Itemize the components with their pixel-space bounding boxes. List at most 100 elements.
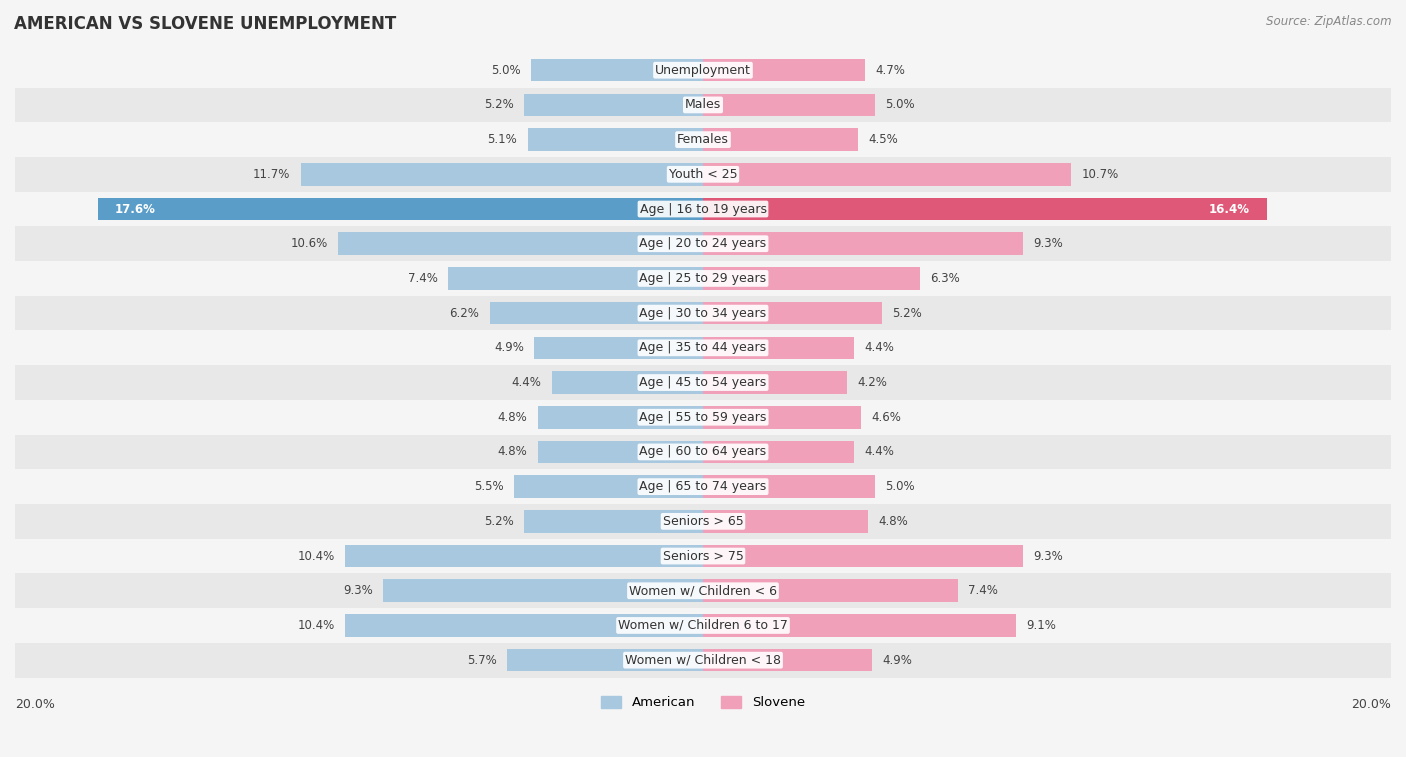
Text: Age | 20 to 24 years: Age | 20 to 24 years [640,237,766,251]
Text: 11.7%: 11.7% [253,168,290,181]
Bar [703,337,855,359]
Bar [346,545,703,567]
Bar [703,579,957,602]
Bar [703,545,1024,567]
Text: 5.1%: 5.1% [488,133,517,146]
Bar [15,331,1391,365]
Text: 20.0%: 20.0% [1351,699,1391,712]
Bar [524,94,703,116]
Bar [531,59,703,82]
Bar [703,302,882,325]
Bar [339,232,703,255]
Text: Males: Males [685,98,721,111]
Bar [15,296,1391,331]
Text: 4.7%: 4.7% [875,64,905,76]
Bar [449,267,703,290]
Bar [508,649,703,671]
Text: 5.2%: 5.2% [484,98,513,111]
Bar [703,94,875,116]
Text: 5.0%: 5.0% [491,64,520,76]
Text: 4.9%: 4.9% [882,653,911,667]
Bar [346,614,703,637]
Text: Seniors > 75: Seniors > 75 [662,550,744,562]
Bar [97,198,703,220]
Text: 6.2%: 6.2% [450,307,479,319]
Text: Age | 60 to 64 years: Age | 60 to 64 years [640,445,766,459]
Text: 5.0%: 5.0% [886,480,915,493]
Text: 17.6%: 17.6% [115,203,156,216]
Text: Youth < 25: Youth < 25 [669,168,737,181]
Bar [15,608,1391,643]
Bar [703,510,868,533]
Bar [703,129,858,151]
Text: 4.5%: 4.5% [868,133,898,146]
Text: 4.4%: 4.4% [865,341,894,354]
Bar [524,510,703,533]
Bar [703,441,855,463]
Text: 6.3%: 6.3% [929,272,960,285]
Text: Women w/ Children < 18: Women w/ Children < 18 [626,653,780,667]
Bar [15,123,1391,157]
Text: Source: ZipAtlas.com: Source: ZipAtlas.com [1267,15,1392,28]
Text: 4.8%: 4.8% [879,515,908,528]
Text: Age | 55 to 59 years: Age | 55 to 59 years [640,411,766,424]
Bar [703,371,848,394]
Text: 5.0%: 5.0% [886,98,915,111]
Text: 4.9%: 4.9% [495,341,524,354]
Text: 10.7%: 10.7% [1081,168,1119,181]
Bar [534,337,703,359]
Text: Seniors > 65: Seniors > 65 [662,515,744,528]
Text: 7.4%: 7.4% [408,272,439,285]
Bar [703,59,865,82]
Text: 9.3%: 9.3% [1033,550,1063,562]
Bar [703,267,920,290]
Bar [15,192,1391,226]
Bar [703,475,875,498]
Bar [538,441,703,463]
Text: Women w/ Children < 6: Women w/ Children < 6 [628,584,778,597]
Text: 5.2%: 5.2% [893,307,922,319]
Text: 7.4%: 7.4% [967,584,998,597]
Bar [15,573,1391,608]
Text: Age | 65 to 74 years: Age | 65 to 74 years [640,480,766,493]
Bar [15,504,1391,539]
Text: 20.0%: 20.0% [15,699,55,712]
Bar [513,475,703,498]
Bar [15,226,1391,261]
Text: Age | 35 to 44 years: Age | 35 to 44 years [640,341,766,354]
Bar [703,406,862,428]
Text: Unemployment: Unemployment [655,64,751,76]
Legend: American, Slovene: American, Slovene [596,690,810,715]
Text: 4.4%: 4.4% [865,445,894,459]
Text: 16.4%: 16.4% [1209,203,1250,216]
Text: 9.1%: 9.1% [1026,619,1056,632]
Text: 9.3%: 9.3% [343,584,373,597]
Bar [15,53,1391,88]
Bar [15,365,1391,400]
Bar [15,400,1391,435]
Text: 10.4%: 10.4% [298,619,335,632]
Bar [527,129,703,151]
Bar [382,579,703,602]
Text: Age | 16 to 19 years: Age | 16 to 19 years [640,203,766,216]
Bar [703,198,1267,220]
Text: 9.3%: 9.3% [1033,237,1063,251]
Bar [15,435,1391,469]
Bar [15,643,1391,678]
Bar [15,88,1391,123]
Bar [489,302,703,325]
Bar [538,406,703,428]
Bar [15,539,1391,573]
Text: Age | 45 to 54 years: Age | 45 to 54 years [640,376,766,389]
Text: 5.5%: 5.5% [474,480,503,493]
Text: 4.8%: 4.8% [498,411,527,424]
Text: 4.6%: 4.6% [872,411,901,424]
Bar [703,163,1071,185]
Text: 4.4%: 4.4% [512,376,541,389]
Text: 5.2%: 5.2% [484,515,513,528]
Text: 5.7%: 5.7% [467,653,496,667]
Bar [301,163,703,185]
Text: Females: Females [678,133,728,146]
Bar [15,469,1391,504]
Bar [551,371,703,394]
